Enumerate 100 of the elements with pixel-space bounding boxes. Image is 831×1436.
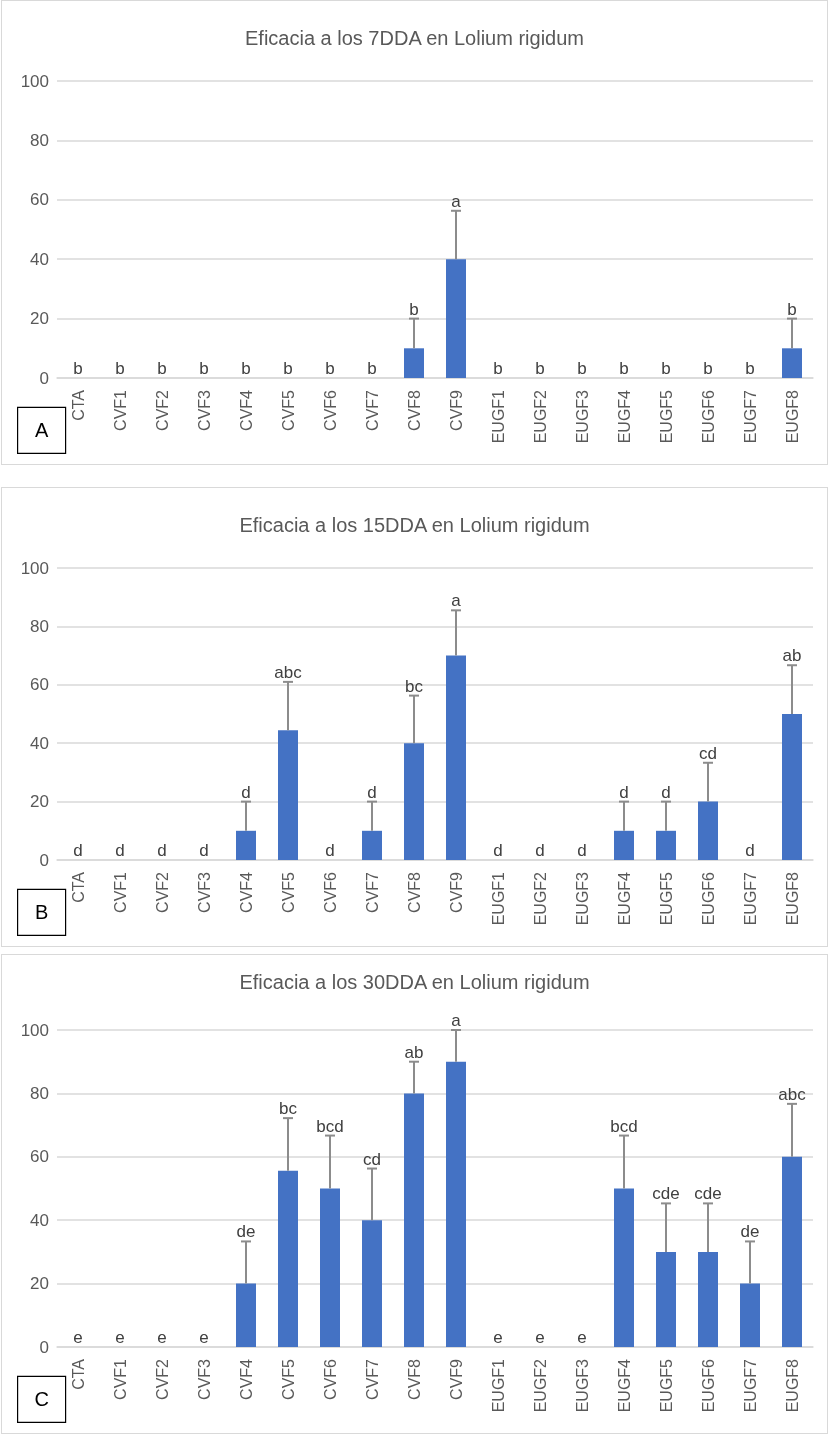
data-label: e	[535, 1328, 545, 1347]
y-tick-label: 100	[20, 71, 49, 91]
data-label: d	[241, 782, 251, 802]
x-tick-label: CVF4	[237, 1358, 255, 1400]
x-tick-label: CTA	[69, 389, 87, 421]
y-tick-label: 60	[30, 1147, 49, 1167]
x-tick-label: EUGF6	[699, 871, 717, 926]
x-tick-label: CVF5	[279, 871, 297, 913]
y-tick-label: 20	[30, 792, 49, 812]
bar	[236, 830, 256, 860]
data-label: d	[493, 841, 503, 860]
data-label: bcd	[316, 1116, 344, 1136]
data-label: ab	[404, 1042, 424, 1062]
data-label: b	[241, 359, 251, 378]
data-label: d	[115, 841, 125, 860]
bar	[404, 743, 424, 860]
data-label: b	[157, 359, 167, 378]
x-tick-label: EUGF4	[615, 389, 633, 444]
x-tick-label: CTA	[69, 1358, 87, 1390]
y-tick-label: 40	[30, 249, 49, 269]
data-label: b	[745, 359, 755, 378]
bar	[278, 730, 298, 860]
bar	[656, 1251, 676, 1347]
x-tick-label: EUGF1	[489, 389, 507, 444]
x-tick-label: EUGF7	[741, 1358, 759, 1413]
bar	[278, 1170, 298, 1347]
data-label: bc	[279, 1099, 298, 1119]
x-tick-label: EUGF4	[615, 871, 633, 926]
bar	[404, 1093, 424, 1347]
data-label: b	[661, 359, 671, 378]
data-label: d	[619, 782, 629, 802]
text: C	[34, 1388, 49, 1411]
y-tick-label: 60	[30, 190, 49, 210]
data-label: d	[745, 841, 755, 860]
y-tick-label: 0	[39, 1337, 49, 1357]
x-tick-label: EUGF2	[531, 871, 549, 926]
data-label: b	[367, 359, 377, 378]
x-tick-label: EUGF5	[657, 389, 675, 444]
data-label: d	[577, 841, 587, 860]
x-tick-label: CVF7	[363, 389, 381, 431]
x-tick-label: CVF5	[279, 1358, 297, 1400]
x-tick-label: EUGF3	[573, 871, 591, 926]
y-tick-label: 40	[30, 1210, 49, 1230]
x-tick-label: CVF1	[111, 389, 129, 431]
data-label: b	[577, 359, 587, 378]
data-label: e	[493, 1328, 503, 1347]
x-tick-label: EUGF2	[531, 389, 549, 444]
data-label: e	[73, 1328, 83, 1347]
data-label: b	[619, 359, 629, 378]
x-tick-label: CVF8	[405, 1358, 423, 1400]
x-tick-label: EUGF2	[531, 1358, 549, 1413]
x-tick-label: CVF2	[153, 389, 171, 431]
data-label: bc	[405, 676, 424, 696]
data-label: d	[661, 782, 671, 802]
bar	[698, 1251, 718, 1347]
data-label: d	[535, 841, 545, 860]
y-tick-label: 100	[20, 1020, 49, 1040]
data-label: b	[703, 359, 713, 378]
bar	[362, 1220, 382, 1347]
y-tick-label: 0	[39, 850, 49, 870]
x-tick-label: EUGF4	[615, 1358, 633, 1413]
y-tick-label: 100	[20, 558, 49, 578]
bar	[614, 1188, 634, 1347]
x-tick-label: CVF6	[321, 389, 339, 431]
y-tick-label: 80	[30, 130, 49, 150]
data-label: e	[577, 1328, 587, 1347]
chart-title: Eficacia a los 7DDA en Lolium rigidum	[244, 27, 585, 49]
y-tick-label: 20	[30, 309, 49, 329]
x-tick-label: CVF9	[447, 389, 465, 431]
y-tick-label: 20	[30, 1274, 49, 1294]
x-tick-label: CVF7	[363, 1358, 381, 1400]
x-tick-label: CVF3	[195, 389, 213, 431]
bar	[782, 714, 802, 860]
text: B	[34, 901, 49, 924]
x-tick-label: EUGF8	[783, 1358, 801, 1413]
data-label: de	[740, 1222, 760, 1242]
x-tick-label: EUGF5	[657, 1358, 675, 1413]
data-label: b	[73, 359, 83, 378]
x-tick-label: CVF6	[321, 1358, 339, 1400]
x-tick-label: EUGF1	[489, 1358, 507, 1413]
data-label: e	[157, 1328, 167, 1347]
data-label: d	[199, 841, 209, 860]
y-tick-label: 80	[30, 616, 49, 636]
x-tick-label: CVF3	[195, 1358, 213, 1400]
data-label: b	[115, 359, 125, 378]
x-tick-label: EUGF3	[573, 389, 591, 444]
data-label: b	[325, 359, 335, 378]
x-tick-label: CVF1	[111, 1358, 129, 1400]
data-label: b	[283, 359, 293, 378]
data-label: b	[409, 299, 419, 319]
bar	[320, 1188, 340, 1347]
x-tick-label: CVF8	[405, 389, 423, 431]
data-label: abc	[274, 662, 303, 682]
bar	[614, 830, 634, 860]
y-tick-label: 60	[30, 675, 49, 695]
data-label: a	[451, 191, 462, 211]
data-label: d	[325, 841, 335, 860]
bar	[698, 801, 718, 860]
data-label: a	[451, 591, 462, 611]
x-tick-label: EUGF7	[741, 871, 759, 926]
